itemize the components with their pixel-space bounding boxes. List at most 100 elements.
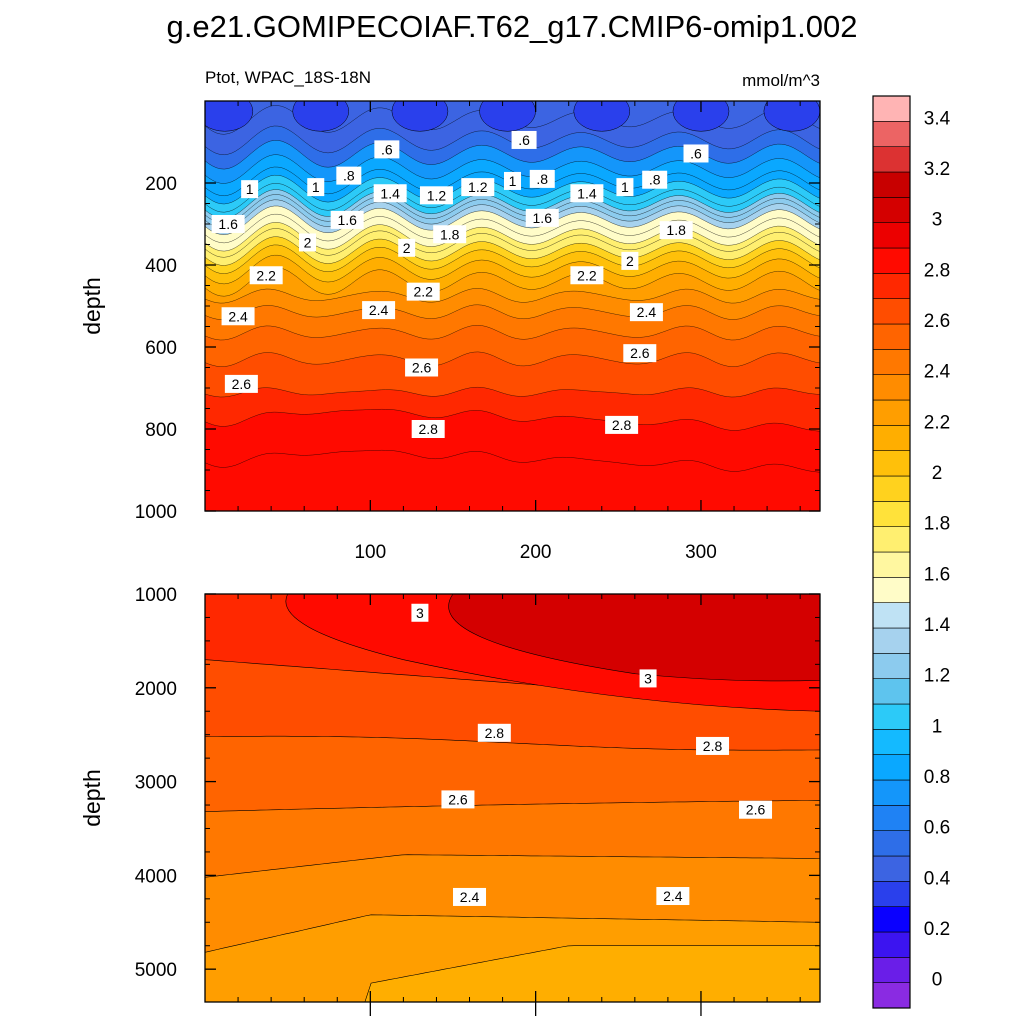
upper-contour-label: .6 — [518, 132, 530, 148]
colorbar-swatch — [872, 805, 911, 831]
upper-contour-label-box — [433, 225, 467, 244]
colorbar-swatch — [872, 881, 911, 907]
upper-contour-label-box — [373, 184, 407, 203]
upper-contour-label-box — [406, 282, 440, 301]
lower-contour-label-box — [739, 800, 773, 819]
lower-y-axis-label: depth — [79, 769, 105, 827]
colorbar-swatch — [872, 374, 911, 401]
colorbar-frame — [872, 95, 911, 1009]
upper-ytick-label: 200 — [145, 174, 177, 195]
lower-contour-band — [448, 594, 820, 682]
colorbar-swatch — [872, 551, 911, 578]
upper-surface-minimum — [573, 101, 631, 132]
lower-contour-label: 2.4 — [460, 889, 480, 905]
upper-ytick-label: 400 — [145, 256, 177, 277]
upper-contour-label-box — [683, 144, 709, 163]
colorbar-label: 2 — [932, 463, 943, 484]
lower-contour-label-box — [453, 887, 487, 906]
upper-contour-label: 2.8 — [418, 421, 438, 437]
colorbar-label: 1.2 — [924, 666, 950, 687]
colorbar-label: 1 — [932, 716, 943, 737]
upper-contour-label-box — [330, 210, 364, 229]
upper-contour-label-box — [221, 307, 255, 326]
upper-contour-label-box — [570, 266, 604, 285]
upper-contour-label-box — [511, 130, 537, 149]
colorbar-swatch — [872, 526, 911, 553]
colorbar-label: 0.2 — [924, 919, 950, 940]
chart-units: mmol/m^3 — [742, 71, 820, 90]
upper-surface-minimum — [479, 101, 536, 132]
upper-contour-label: 1 — [246, 181, 254, 197]
upper-contour-label: 2.2 — [256, 267, 276, 283]
upper-contour-label-box — [405, 358, 439, 377]
upper-field — [205, 101, 820, 511]
colorbar-swatch — [872, 349, 911, 375]
lower-contour-labels: 3 3 2.8 2.8 2.6 2.6 2.4 2.4 — [411, 603, 773, 906]
colorbar-swatch — [872, 931, 911, 958]
upper-contour-label: .6 — [690, 145, 702, 161]
colorbar-label: 2.6 — [924, 311, 950, 332]
colorbar-swatch — [872, 577, 911, 603]
chart-subtitle-left: Ptot, WPAC_18S-18N — [205, 68, 371, 87]
lower-field — [205, 594, 820, 1002]
upper-contour-label-box — [211, 215, 245, 233]
lower-ytick-label: 3000 — [135, 773, 177, 794]
lower-contour-label: 3 — [416, 605, 424, 621]
colorbar-swatch — [872, 399, 911, 426]
upper-xtick-label: 100 — [354, 542, 386, 563]
upper-contour-label: 2.2 — [413, 284, 433, 300]
upper-contour-label: 1.4 — [380, 185, 400, 201]
upper-contour-label: 1 — [312, 179, 320, 195]
upper-contour-label: 2 — [403, 240, 411, 256]
lower-ytick-label: 4000 — [135, 866, 177, 887]
upper-contour-label-box — [616, 178, 634, 197]
upper-contour-label-box — [529, 169, 555, 188]
colorbar-swatch — [872, 678, 911, 705]
upper-contour-label: 1.8 — [666, 222, 686, 238]
colorbar-label: 2.2 — [924, 412, 950, 433]
upper-contour-labels: .6.6.61 1.81.4 1.21.2 1.81.4 1.81.6 1.6 1.61.8… — [211, 130, 709, 438]
upper-contour-label-box — [299, 233, 316, 252]
colorbar-swatch — [872, 197, 911, 223]
upper-contour-label: 1.2 — [468, 179, 488, 195]
upper-contour-label: .8 — [536, 171, 548, 187]
upper-contour-label-box — [307, 178, 325, 197]
upper-contour-label: .8 — [343, 168, 355, 184]
colorbar: 0 0.2 0.4 0.6 0.8 1 1.2 1.4 1.6 1.8 2 2.2 2.4 2.6 2.8 3… — [872, 95, 951, 1009]
upper-contour-label-box — [241, 180, 259, 199]
upper-contour-label-box — [605, 415, 639, 434]
upper-contour-label-box — [411, 420, 445, 438]
upper-contour-label-box — [374, 140, 400, 159]
upper-contour-label-box — [642, 170, 668, 189]
colorbar-swatch — [872, 450, 911, 477]
upper-contour-label: .8 — [649, 172, 661, 188]
lower-contour-label: 2.6 — [448, 791, 468, 807]
lower-panel: 1000 2000 3000 4000 5000 3 3 2.8 2.8 2.6 2.6 2.4 2.… — [79, 585, 821, 1016]
colorbar-swatch — [872, 171, 911, 198]
upper-contour-label: 2.6 — [412, 360, 432, 376]
colorbar-swatch — [872, 627, 911, 654]
colorbar-swatch — [872, 146, 911, 173]
colorbar-swatch — [872, 855, 911, 882]
upper-contour-label: 2.2 — [577, 267, 597, 283]
upper-axes: 200 400 600 800 1000 100 200 300 — [135, 101, 820, 563]
upper-contour-label: 1.2 — [427, 187, 447, 203]
colorbar-swatch — [872, 121, 911, 147]
colorbar-label: 0.8 — [924, 767, 950, 788]
lower-axes: 1000 2000 3000 4000 5000 — [135, 585, 820, 1016]
colorbar-swatch — [872, 602, 911, 629]
upper-contour-label: 1.6 — [218, 216, 238, 232]
upper-contour-label-box — [504, 171, 521, 190]
lower-contour-label: 3 — [644, 670, 652, 686]
lower-contour-bands — [205, 594, 820, 1002]
upper-contour-label: 1 — [509, 173, 517, 189]
colorbar-label: 0.4 — [924, 868, 951, 889]
lower-contour-label: 2.6 — [746, 802, 766, 818]
upper-contour-label-box — [362, 301, 396, 320]
upper-contour-label: 2.4 — [228, 308, 248, 324]
colorbar-swatch — [872, 729, 911, 755]
upper-xtick-label: 200 — [520, 542, 552, 563]
upper-contour-label: .6 — [381, 141, 393, 157]
colorbar-swatch — [872, 703, 911, 730]
